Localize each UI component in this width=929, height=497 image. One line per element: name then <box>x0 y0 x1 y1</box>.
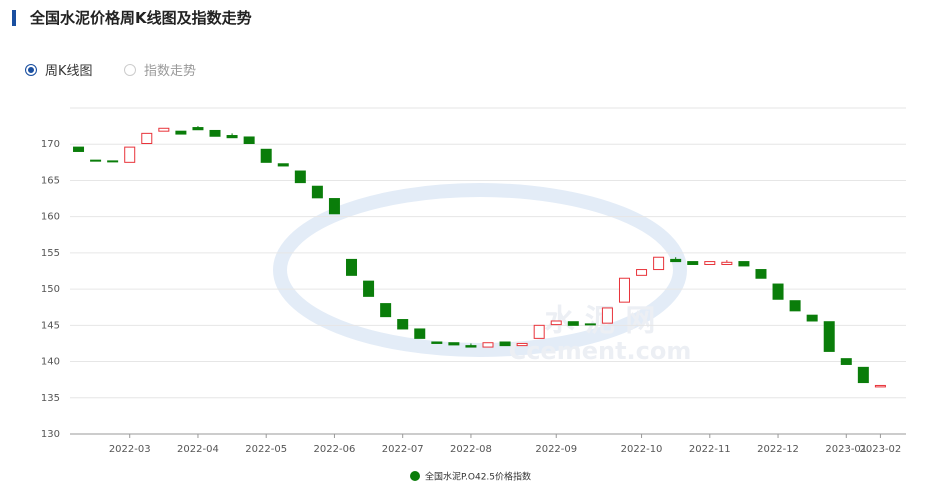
candle-body <box>721 261 733 265</box>
candle-body <box>346 258 358 276</box>
tab[interactable]: 周K线图 <box>25 60 93 79</box>
candle-body <box>618 277 630 303</box>
y-tick-label: 135 <box>41 393 60 404</box>
candle-body <box>738 261 750 267</box>
candle-body <box>840 358 852 365</box>
candle-body <box>397 319 409 330</box>
candle-body <box>175 130 187 135</box>
candle-body <box>73 146 85 152</box>
watermark: Ccement.com <box>509 337 692 365</box>
candle-body <box>431 341 443 344</box>
candle-body <box>653 256 665 271</box>
candle-body <box>499 341 511 347</box>
candle-body <box>755 269 767 279</box>
candle-body <box>636 269 648 276</box>
tab-label[interactable]: 指数走势 <box>144 64 197 79</box>
candle-body <box>90 159 102 162</box>
candle-body <box>465 345 477 348</box>
candle-body <box>550 320 562 326</box>
candle-body <box>226 135 238 139</box>
radio-off[interactable] <box>124 63 136 76</box>
candle-body <box>704 261 716 265</box>
candle-body <box>124 146 136 163</box>
y-tick-label: 150 <box>41 284 60 295</box>
x-tick-label: 2022-09 <box>535 444 577 455</box>
y-tick-label: 170 <box>41 139 60 150</box>
candle-body <box>107 160 119 163</box>
candle-body <box>380 303 392 318</box>
candle-body <box>311 185 323 199</box>
candle-body <box>414 328 426 339</box>
candle-body <box>567 321 579 326</box>
x-tick-label: 2023-01 <box>825 444 867 455</box>
candle-body <box>260 148 272 163</box>
y-tick-label: 155 <box>41 248 60 259</box>
candle-body <box>328 198 340 215</box>
y-tick-label: 165 <box>41 175 60 186</box>
candle-body <box>158 127 170 132</box>
candle-body <box>823 321 835 352</box>
radio-on[interactable] <box>25 63 37 76</box>
x-tick-label: 2022-06 <box>314 444 356 455</box>
y-tick-label: 140 <box>41 357 60 368</box>
candle-body <box>772 283 784 300</box>
legend-swatch[interactable] <box>410 471 420 481</box>
x-tick-label: 2022-03 <box>109 444 151 455</box>
candle-body <box>243 136 255 144</box>
candle-body <box>670 258 682 263</box>
legend-label[interactable]: 全国水泥P.O42.5价格指数 <box>425 471 531 483</box>
x-tick-label: 2022-08 <box>450 444 492 455</box>
candle-body <box>209 129 221 137</box>
candle-body <box>584 323 596 326</box>
tab-label[interactable]: 周K线图 <box>45 64 93 79</box>
x-tick-label: 2022-11 <box>689 444 731 455</box>
candle-body <box>294 170 306 184</box>
candle-body <box>516 342 528 347</box>
candle-body <box>857 366 869 384</box>
candle-body <box>363 280 375 297</box>
y-tick-label: 130 <box>41 429 60 440</box>
page-title: 全国水泥价格周K线图及指数走势 <box>12 10 252 26</box>
x-tick-label: 2022-12 <box>757 444 799 455</box>
candle-body <box>448 342 460 346</box>
candle-body <box>277 163 289 167</box>
watermark: 水 泥 网 <box>545 304 656 339</box>
x-tick-label: 2022-05 <box>245 444 287 455</box>
candle-body <box>141 132 153 144</box>
tab[interactable]: 指数走势 <box>124 60 196 79</box>
candle-body <box>687 261 699 265</box>
candle-body <box>601 307 613 324</box>
y-tick-label: 145 <box>41 320 60 331</box>
y-tick-label: 160 <box>41 212 60 223</box>
x-tick-label: 2023-02 <box>860 444 902 455</box>
x-tick-label: 2022-10 <box>621 444 663 455</box>
candle-body <box>806 314 818 322</box>
candle-body <box>192 127 204 131</box>
watermark-logo <box>273 183 687 357</box>
candle-body <box>482 342 494 348</box>
x-tick-label: 2022-04 <box>177 444 219 455</box>
x-tick-label: 2022-07 <box>382 444 424 455</box>
candle-body <box>533 324 545 339</box>
candle-body <box>789 300 801 312</box>
candle-body <box>874 384 886 388</box>
